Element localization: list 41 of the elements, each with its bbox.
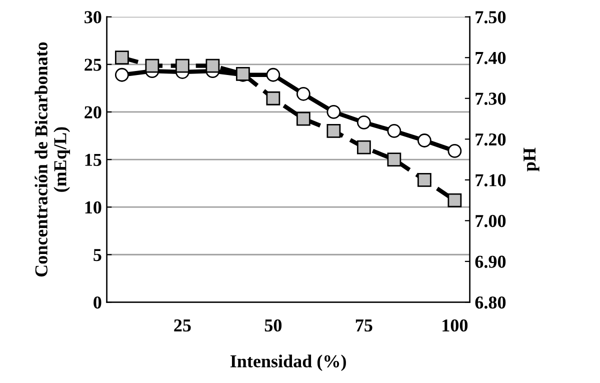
y2-tick-label: 7.20 <box>476 133 506 146</box>
point <box>145 58 160 73</box>
y-tick-label: 30 <box>84 11 102 24</box>
point <box>296 86 310 101</box>
x-tick-label: 75 <box>356 320 372 332</box>
y-tick-label: 25 <box>84 58 102 71</box>
y-tick-label: 20 <box>84 106 102 118</box>
x-tick-label: 50 <box>264 319 282 332</box>
x-tick-label: 100 <box>442 319 468 332</box>
y2-tick-label: 6.90 <box>475 256 506 268</box>
point <box>175 58 190 73</box>
point <box>417 172 432 187</box>
y2-tick-label: 7.50 <box>476 11 506 24</box>
point <box>387 152 402 166</box>
point <box>417 134 432 148</box>
point <box>266 91 280 106</box>
y-tick-label: 15 <box>85 154 102 166</box>
y2-tick-label: 7.10 <box>476 174 506 186</box>
y2-tick-label: 7.40 <box>476 52 506 64</box>
x-tick-label: 25 <box>174 319 191 332</box>
point <box>114 50 129 65</box>
point <box>448 144 462 158</box>
y2-tick-label: 6.80 <box>475 296 506 309</box>
point <box>356 140 371 154</box>
x-axis-title: Intensidad (%) <box>230 354 346 372</box>
point <box>356 115 371 130</box>
y2-axis-title: pH <box>524 148 540 172</box>
point <box>296 112 310 126</box>
point <box>206 58 220 73</box>
y-axis-title: Concentración de Bicarbonato (mEq/L) <box>34 42 70 276</box>
y-tick-label: 0 <box>94 296 102 309</box>
point <box>326 105 341 119</box>
y-tick-label: 5 <box>94 249 102 262</box>
point <box>387 124 402 138</box>
point <box>266 68 280 82</box>
y-tick-label: 10 <box>85 201 102 214</box>
point <box>448 193 462 208</box>
y2-tick-label: 7.30 <box>476 92 506 105</box>
y2-tick-label: 7.00 <box>476 214 506 228</box>
point <box>326 124 341 138</box>
point <box>114 68 129 82</box>
